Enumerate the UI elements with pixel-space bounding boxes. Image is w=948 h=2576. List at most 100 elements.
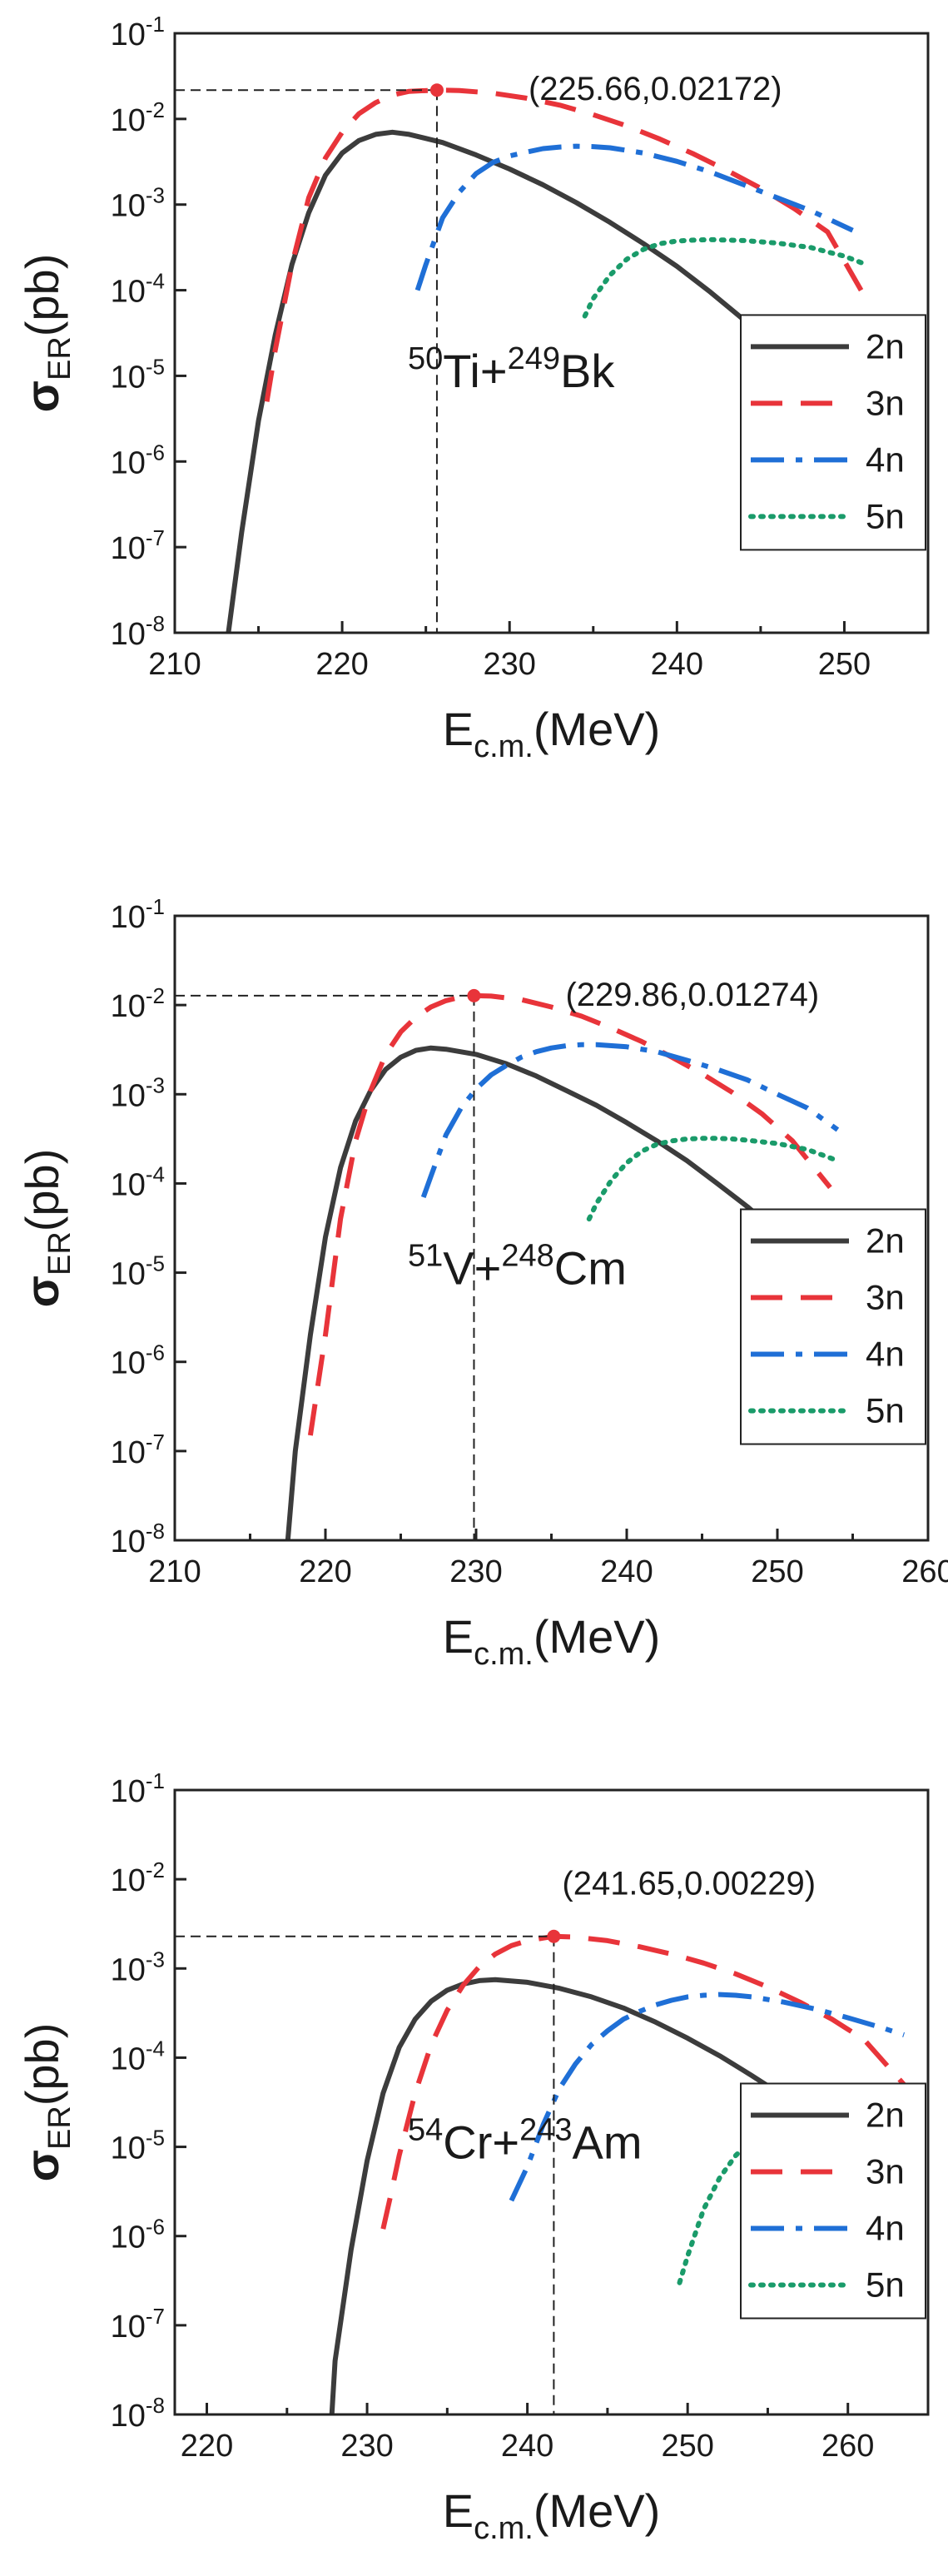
x-axis-title-sub: c.m.: [474, 729, 534, 764]
y-axis-title-unit: (pb): [16, 254, 68, 337]
series-line-3n: [307, 992, 832, 1436]
y-tick-exponent: -6: [146, 440, 165, 465]
y-tick-exponent: -3: [146, 1947, 165, 1972]
y-tick-exponent: -5: [146, 1251, 165, 1276]
x-tick-label: 240: [651, 647, 703, 682]
x-axis-title-sub: c.m.: [474, 2511, 534, 2546]
y-axis-title: σER(pb): [16, 2023, 77, 2182]
y-tick-base: 10: [111, 2310, 146, 2345]
y-axis-title: σER(pb): [16, 254, 77, 413]
series-line-4n: [509, 1992, 906, 2202]
y-tick-exponent: -7: [146, 1430, 165, 1455]
y-axis-title-sub: ER: [42, 1231, 77, 1276]
y-tick-base: 10: [111, 275, 146, 310]
y-tick-label: 10-5: [111, 2126, 165, 2166]
legend-label-5n: 5n: [866, 1391, 905, 1430]
x-axis-title: Ec.m.(MeV): [443, 1610, 661, 1672]
y-tick-base: 10: [111, 1524, 146, 1559]
y-axis-title-sub: ER: [42, 2106, 77, 2150]
y-tick-exponent: -5: [146, 2126, 165, 2151]
y-tick-label: 10-1: [111, 1768, 165, 1809]
y-axis-title-sub: ER: [42, 336, 77, 380]
y-tick-label: 10-4: [111, 269, 165, 310]
x-axis-title-unit: (MeV): [534, 2484, 660, 2537]
series-line-2n: [226, 129, 813, 633]
legend-label-2n: 2n: [866, 2096, 905, 2135]
y-tick-base: 10: [111, 2220, 146, 2255]
reaction-projectile: Ti+: [443, 345, 507, 397]
y-tick-exponent: -1: [146, 894, 165, 919]
y-tick-exponent: -8: [146, 1519, 165, 1544]
y-tick-label: 10-5: [111, 1251, 165, 1292]
y-tick-exponent: -8: [146, 2393, 165, 2418]
y-tick-exponent: -4: [146, 269, 165, 294]
y-tick-exponent: -3: [146, 183, 165, 208]
x-tick-label: 240: [501, 2429, 553, 2464]
y-tick-label: 10-7: [111, 2304, 165, 2345]
x-axis-title-unit: (MeV): [534, 1610, 660, 1663]
x-axis-title-main: E: [443, 2484, 474, 2537]
y-tick-base: 10: [111, 531, 146, 566]
reaction-mass-projectile: 51: [408, 1239, 443, 1274]
x-tick-label: 250: [818, 647, 871, 682]
peak-marker: [547, 1929, 561, 1943]
reaction-projectile: V+: [443, 1242, 501, 1295]
x-tick-label: 230: [449, 1554, 502, 1589]
y-tick-base: 10: [111, 2399, 146, 2434]
legend-label-3n: 3n: [866, 1278, 905, 1317]
x-axis-title: Ec.m.(MeV): [443, 703, 661, 764]
x-axis-title: Ec.m.(MeV): [443, 2484, 661, 2546]
y-tick-base: 10: [111, 1774, 146, 1809]
y-tick-exponent: -6: [146, 1340, 165, 1365]
y-tick-base: 10: [111, 1863, 146, 1898]
series-line-5n: [582, 236, 864, 319]
y-tick-exponent: -7: [146, 2304, 165, 2329]
legend-label-3n: 3n: [866, 2152, 905, 2191]
y-tick-base: 10: [111, 360, 146, 395]
x-axis-title-sub: c.m.: [474, 1637, 534, 1672]
x-tick-label: 260: [821, 2429, 874, 2464]
x-axis-title-main: E: [443, 703, 474, 755]
legend-label-3n: 3n: [866, 383, 905, 422]
y-tick-exponent: -6: [146, 2215, 165, 2240]
y-axis-title-main: σ: [16, 2150, 68, 2181]
y-tick-exponent: -1: [146, 1768, 165, 1793]
y-tick-exponent: -4: [146, 2036, 165, 2061]
y-tick-label: 10-1: [111, 12, 165, 52]
x-tick-label: 210: [148, 647, 201, 682]
x-axis-title-unit: (MeV): [534, 703, 660, 755]
chart-panel-1: (225.66,0.02172)210 220 230 240 25010-810-71…: [16, 12, 930, 764]
y-tick-label: 10-3: [111, 1947, 165, 1987]
y-tick-label: 10-3: [111, 1072, 165, 1113]
y-tick-label: 10-8: [111, 611, 165, 652]
reaction-label: 54Cr+243Am: [408, 2113, 642, 2169]
legend-label-4n: 4n: [866, 2209, 905, 2248]
y-tick-exponent: -2: [146, 1857, 165, 1882]
y-tick-exponent: -8: [146, 611, 165, 636]
series-line-4n: [420, 1042, 840, 1199]
y-tick-exponent: -1: [146, 12, 165, 37]
legend-box: [740, 2082, 926, 2320]
legend-label-4n: 4n: [866, 440, 905, 479]
y-axis-title-main: σ: [16, 380, 68, 412]
x-axis-title-main: E: [443, 1610, 474, 1663]
y-tick-exponent: -2: [146, 97, 165, 122]
y-tick-label: 10-7: [111, 1430, 165, 1470]
y-tick-base: 10: [111, 1346, 146, 1381]
y-tick-base: 10: [111, 17, 146, 52]
y-tick-label: 10-4: [111, 2036, 165, 2076]
reaction-projectile: Cr+: [443, 2116, 519, 2169]
reaction-target: Bk: [560, 345, 615, 397]
y-tick-label: 10-1: [111, 894, 165, 935]
series-group: [226, 87, 864, 633]
y-tick-base: 10: [111, 900, 146, 935]
y-tick-label: 10-8: [111, 1519, 165, 1559]
y-tick-label: 10-8: [111, 2393, 165, 2434]
y-axis-title-unit: (pb): [16, 1149, 68, 1232]
reaction-label: 51V+248Cm: [408, 1239, 627, 1295]
reaction-target: Cm: [554, 1242, 627, 1295]
peak-label: (229.86,0.01274): [565, 977, 819, 1013]
y-tick-base: 10: [111, 189, 146, 224]
y-tick-label: 10-6: [111, 1340, 165, 1381]
